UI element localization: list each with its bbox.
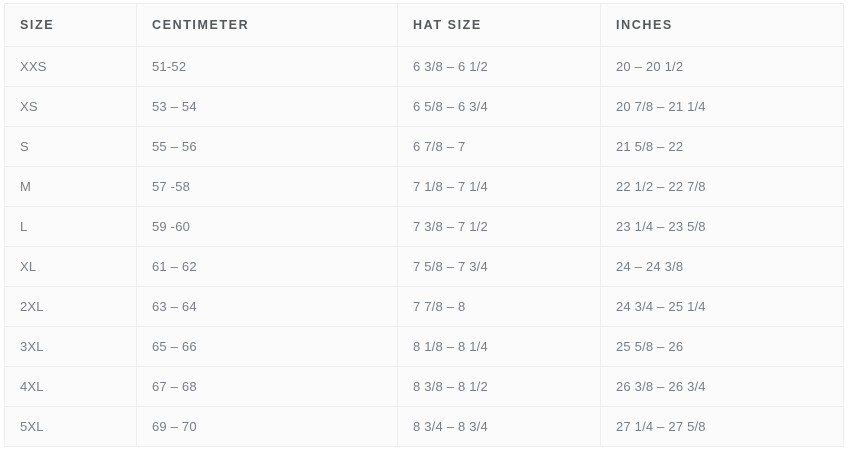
cell-size: 3XL xyxy=(4,326,137,367)
table-row: XS 53 – 54 6 5/8 – 6 3/4 20 7/8 – 21 1/4 xyxy=(4,86,844,127)
table-body: XXS 51-52 6 3/8 – 6 1/2 20 – 20 1/2 XS 5… xyxy=(4,46,844,447)
cell-centimeter: 53 – 54 xyxy=(136,86,398,127)
table-header-row: SIZE CENTIMETER HAT SIZE INCHES xyxy=(4,3,844,47)
cell-centimeter: 69 – 70 xyxy=(136,406,398,447)
cell-centimeter: 65 – 66 xyxy=(136,326,398,367)
cell-size: 4XL xyxy=(4,366,137,407)
cell-centimeter: 63 – 64 xyxy=(136,286,398,327)
cell-size: M xyxy=(4,166,137,207)
cell-inches: 23 1/4 – 23 5/8 xyxy=(600,206,844,247)
cell-inches: 27 1/4 – 27 5/8 xyxy=(600,406,844,447)
cell-inches: 25 5/8 – 26 xyxy=(600,326,844,367)
cell-hat-size: 8 3/8 – 8 1/2 xyxy=(397,366,601,407)
cell-hat-size: 8 3/4 – 8 3/4 xyxy=(397,406,601,447)
column-header-hat-size: HAT SIZE xyxy=(397,3,601,47)
column-header-centimeter: CENTIMETER xyxy=(136,3,398,47)
cell-hat-size: 7 1/8 – 7 1/4 xyxy=(397,166,601,207)
cell-hat-size: 7 5/8 – 7 3/4 xyxy=(397,246,601,287)
cell-size: 5XL xyxy=(4,406,137,447)
cell-inches: 20 – 20 1/2 xyxy=(600,46,844,87)
table-row: 5XL 69 – 70 8 3/4 – 8 3/4 27 1/4 – 27 5/… xyxy=(4,406,844,447)
cell-hat-size: 6 7/8 – 7 xyxy=(397,126,601,167)
column-header-inches: INCHES xyxy=(600,3,844,47)
cell-hat-size: 7 7/8 – 8 xyxy=(397,286,601,327)
table-row: XXS 51-52 6 3/8 – 6 1/2 20 – 20 1/2 xyxy=(4,46,844,87)
cell-size: XL xyxy=(4,246,137,287)
cell-inches: 20 7/8 – 21 1/4 xyxy=(600,86,844,127)
table-row: L 59 -60 7 3/8 – 7 1/2 23 1/4 – 23 5/8 xyxy=(4,206,844,247)
cell-centimeter: 57 -58 xyxy=(136,166,398,207)
table-row: 2XL 63 – 64 7 7/8 – 8 24 3/4 – 25 1/4 xyxy=(4,286,844,327)
cell-size: L xyxy=(4,206,137,247)
size-chart-table: SIZE CENTIMETER HAT SIZE INCHES XXS 51-5… xyxy=(4,3,844,447)
cell-hat-size: 8 1/8 – 8 1/4 xyxy=(397,326,601,367)
cell-centimeter: 55 – 56 xyxy=(136,126,398,167)
cell-size: XS xyxy=(4,86,137,127)
cell-hat-size: 6 5/8 – 6 3/4 xyxy=(397,86,601,127)
table-row: 3XL 65 – 66 8 1/8 – 8 1/4 25 5/8 – 26 xyxy=(4,326,844,367)
cell-hat-size: 6 3/8 – 6 1/2 xyxy=(397,46,601,87)
cell-inches: 21 5/8 – 22 xyxy=(600,126,844,167)
cell-hat-size: 7 3/8 – 7 1/2 xyxy=(397,206,601,247)
cell-centimeter: 51-52 xyxy=(136,46,398,87)
cell-inches: 24 3/4 – 25 1/4 xyxy=(600,286,844,327)
table-row: S 55 – 56 6 7/8 – 7 21 5/8 – 22 xyxy=(4,126,844,167)
cell-centimeter: 61 – 62 xyxy=(136,246,398,287)
table-header: SIZE CENTIMETER HAT SIZE INCHES xyxy=(4,3,844,47)
cell-centimeter: 67 – 68 xyxy=(136,366,398,407)
table-row: M 57 -58 7 1/8 – 7 1/4 22 1/2 – 22 7/8 xyxy=(4,166,844,207)
cell-inches: 26 3/8 – 26 3/4 xyxy=(600,366,844,407)
table-row: XL 61 – 62 7 5/8 – 7 3/4 24 – 24 3/8 xyxy=(4,246,844,287)
column-header-size: SIZE xyxy=(4,3,137,47)
table-row: 4XL 67 – 68 8 3/8 – 8 1/2 26 3/8 – 26 3/… xyxy=(4,366,844,407)
cell-centimeter: 59 -60 xyxy=(136,206,398,247)
cell-inches: 24 – 24 3/8 xyxy=(600,246,844,287)
cell-size: XXS xyxy=(4,46,137,87)
cell-size: S xyxy=(4,126,137,167)
cell-inches: 22 1/2 – 22 7/8 xyxy=(600,166,844,207)
cell-size: 2XL xyxy=(4,286,137,327)
